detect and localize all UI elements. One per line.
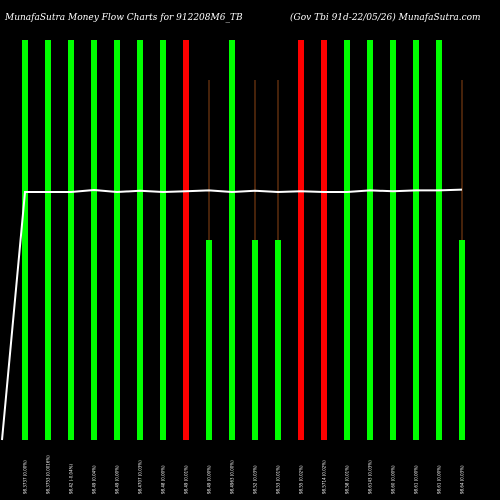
bar: [229, 40, 235, 440]
x-tick-label: 98.61 (0.00%): [414, 465, 419, 494]
bar: [45, 40, 51, 440]
bar: [68, 40, 74, 440]
bar: [275, 240, 281, 440]
bar: [344, 40, 350, 440]
x-tick-label: 98.61 (0.00%): [437, 465, 442, 494]
x-tick-label: 98.3753 (0.0016%): [46, 455, 51, 494]
bar: [321, 40, 327, 440]
price-line-group: [1, 188, 463, 441]
x-tick-label: 98.58 (0.01%): [345, 465, 350, 494]
x-tick-label: 98.4963 (0.00%): [230, 460, 235, 494]
x-tick-label: 98.49 (0.00%): [207, 465, 212, 494]
bar: [183, 40, 189, 440]
bar: [137, 40, 143, 440]
bar: [91, 40, 97, 440]
x-tick-label: 98.5714 (0.02%): [322, 460, 327, 494]
x-tick-label: 98.49 (0.04%): [92, 465, 97, 494]
bar: [367, 40, 373, 440]
x-tick-label: 98.49 (0.00%): [115, 465, 120, 494]
x-tick-label: 98.4707 (0.03%): [138, 460, 143, 494]
bar: [436, 40, 442, 440]
x-tick-label: 98.6143 (0.03%): [368, 460, 373, 494]
x-tick-label: 98.53 (0.01%): [276, 465, 281, 494]
chart-title: MunafaSutra Money Flow Charts for 912208…: [4, 13, 243, 23]
x-tick-label: 98.60 (0.00%): [391, 465, 396, 494]
price-line: [1, 188, 463, 441]
bar: [252, 240, 258, 440]
x-tick-label: 98.55 (0.02%): [299, 465, 304, 494]
x-tick-label: 98.52 (0.03%): [253, 465, 258, 494]
bar: [114, 40, 120, 440]
chart-subtitle: (Gov Tbi 91d-22/05/26) MunafaSutra.com: [290, 12, 481, 23]
x-tick-label: 98.42 (-0.04%): [69, 464, 74, 494]
bar: [206, 240, 212, 440]
bar-group: [22, 40, 465, 440]
bar: [413, 40, 419, 440]
tick-label-group: 98.3737 (0.00%) 98.3753 (0.0016%) 98.42 (-…: [23, 455, 465, 494]
bar: [390, 40, 396, 440]
x-tick-label: 98.3737 (0.00%): [23, 460, 28, 494]
bar: [160, 40, 166, 440]
bar: [298, 40, 304, 440]
x-tick-label: 98.48 (0.00%): [161, 465, 166, 494]
bar: [459, 240, 465, 440]
bar: [22, 40, 28, 440]
x-tick-label: 98.49 (0.01%): [184, 465, 189, 494]
x-tick-label: 98.64 (0.03%): [460, 465, 465, 494]
